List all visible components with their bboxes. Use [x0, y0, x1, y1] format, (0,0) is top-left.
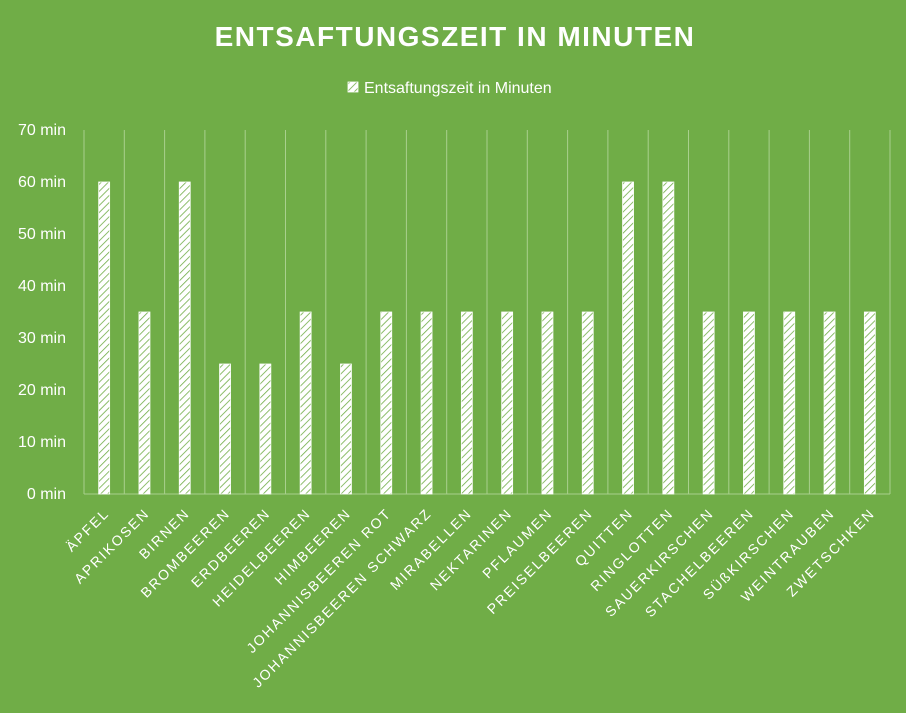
legend: Entsaftungszeit in Minuten — [347, 80, 552, 97]
bar — [823, 311, 836, 495]
bar — [743, 311, 755, 495]
y-tick-label: 40 min — [18, 278, 66, 295]
bar — [501, 311, 514, 495]
chart-title: ENTSAFTUNGSZEIT IN MINUTEN — [215, 21, 696, 52]
y-tick-label: 10 min — [18, 434, 66, 451]
bar — [340, 363, 352, 495]
bar — [380, 311, 393, 495]
bar — [541, 311, 554, 495]
legend-swatch — [347, 81, 359, 93]
bar — [622, 181, 634, 495]
y-tick-label: 60 min — [18, 174, 66, 191]
bar — [863, 311, 876, 495]
bar — [178, 181, 191, 495]
y-tick-label: 20 min — [18, 382, 66, 399]
x-tick-label: PFLAUMEN — [479, 505, 556, 582]
legend-label: Entsaftungszeit in Minuten — [364, 80, 552, 97]
y-axis: 0 min 10 min 20 min 30 min 40 min 50 min 60 mi… — [18, 122, 66, 503]
bar — [783, 311, 796, 495]
gridlines — [83, 130, 891, 495]
y-tick-label: 30 min — [18, 330, 66, 347]
bar — [662, 181, 675, 495]
bar — [299, 311, 312, 495]
bar — [581, 311, 594, 495]
bar — [702, 311, 715, 495]
bar — [219, 363, 231, 495]
bar — [460, 311, 473, 495]
bar — [98, 181, 111, 495]
bars — [98, 181, 876, 495]
y-tick-label: 0 min — [27, 486, 66, 503]
bar — [420, 311, 433, 495]
bar — [138, 311, 151, 495]
bar — [259, 363, 272, 495]
x-axis: ÄPFELAPRIKOSENBIRNENBROMBEERENERDBEERENH… — [63, 504, 878, 690]
y-tick-label: 70 min — [18, 122, 66, 139]
y-tick-label: 50 min — [18, 226, 66, 243]
